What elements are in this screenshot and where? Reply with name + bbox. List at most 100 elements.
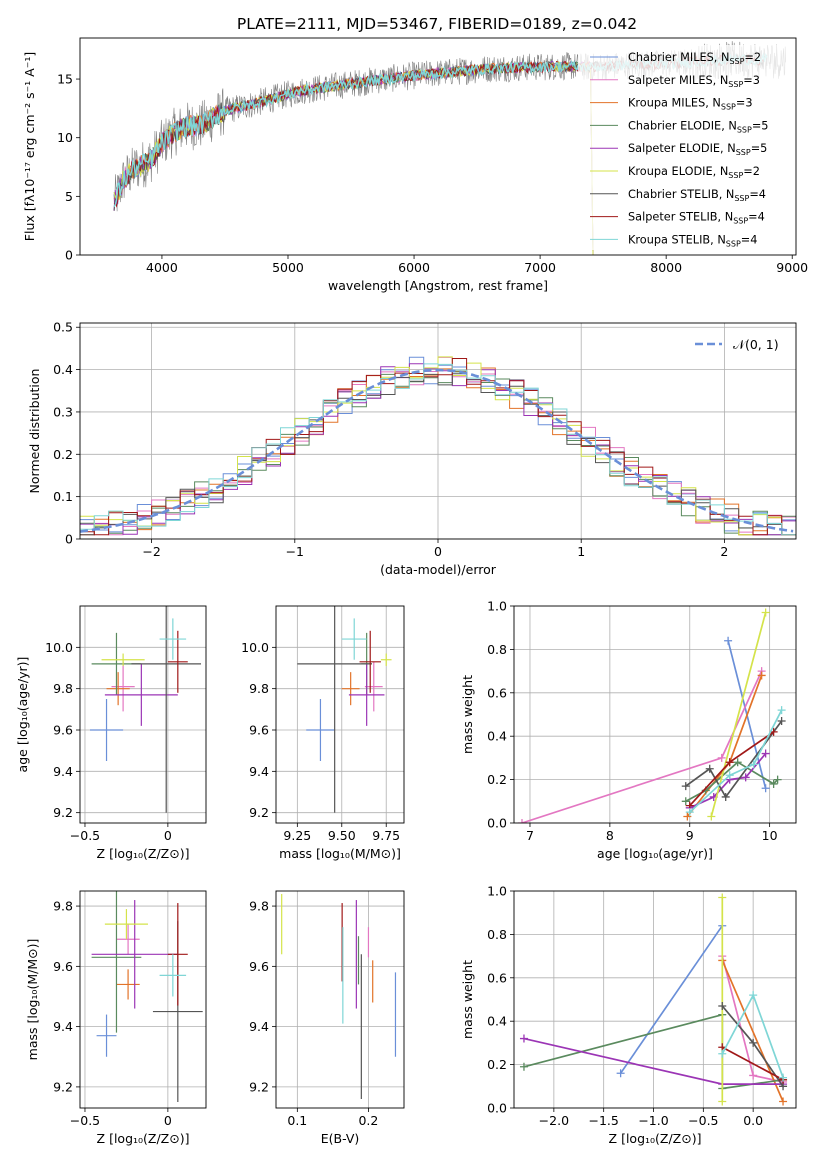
point-kroupa-miles [116, 969, 140, 1000]
series-marker [681, 782, 690, 791]
series-marker [519, 1034, 528, 1043]
y-tick-label: 10 [57, 130, 73, 145]
point-kroupa-stelib [341, 618, 367, 660]
panel-mass-weight-vs-z: −2.0 −1.5 −1.0 −0.5 0.0 0.0 0.2 0.4 0.6 0.8 1.0 Z [… [460, 884, 797, 1146]
y-tick-label: 0.4 [487, 1014, 507, 1029]
plot-area [80, 891, 206, 1108]
series-salpeter-miles [517, 667, 766, 823]
series-marker [733, 758, 742, 767]
x-tick-label: −2.0 [539, 1113, 569, 1128]
point-kroupa-stelib [159, 954, 187, 997]
x-tick-label: 9.50 [328, 828, 356, 843]
series-marker [707, 812, 716, 821]
series-marker [616, 1069, 625, 1078]
y-tick-label: 9.8 [249, 899, 269, 914]
legend-entry-chabrier-elodie: Chabrier ELODIE, NSSP=5 [628, 119, 768, 134]
y-tick-label: 9.4 [53, 764, 73, 779]
axes-frame [79, 322, 797, 540]
series-salpeter-stelib [685, 727, 778, 810]
y-tick-label: 0 [65, 532, 73, 547]
panel-spectrum: 4000 5000 6000 7000 8000 9000 0 5 10 15 wavelength… [22, 37, 808, 293]
y-tick-label: 0.4 [53, 362, 73, 377]
y-tick-label: 0.0 [487, 816, 507, 831]
y-tick-label: 9.6 [249, 959, 269, 974]
y-tick-label: 9.4 [249, 764, 269, 779]
plot-area [276, 891, 404, 1108]
x-tick-label: 9.75 [372, 828, 400, 843]
x-tick-label: −1.0 [638, 1113, 668, 1128]
point-kroupa-elodie [104, 909, 148, 940]
y-axis-label: Normed distribution [27, 369, 42, 494]
y-tick-label: 9.2 [53, 1079, 73, 1094]
spectrum-legend: Chabrier MILES, NSSP=2 Salpeter MILES, NS… [578, 45, 792, 250]
panel-age-vs-z: −0.5 0 9.2 9.4 9.6 9.8 10.0 Z [log₁₀(Z/Z⊙)] age … [15, 605, 207, 861]
axes-frame [275, 605, 405, 824]
series-marker [724, 636, 733, 645]
point-salpeter-elodie [91, 900, 178, 1009]
series-line [710, 612, 767, 817]
series-marker [718, 893, 727, 902]
x-tick-label: −2 [142, 544, 160, 559]
x-axis-label: E(B-V) [321, 1131, 360, 1146]
x-tick-label: 8 [606, 828, 614, 843]
legend-box [578, 45, 792, 250]
plot-area [80, 606, 206, 823]
histogram-kroupa-elodie [80, 356, 796, 536]
series-marker [681, 797, 690, 806]
y-axis-label: mass weight [460, 675, 475, 754]
series-marker [757, 671, 766, 680]
series-marker [517, 819, 526, 823]
y-tick-label: 10.0 [241, 640, 269, 655]
series-marker [773, 775, 782, 784]
x-tick-label: 9.25 [283, 828, 311, 843]
y-tick-label: 9.4 [249, 1019, 269, 1034]
series-marker [683, 812, 692, 821]
model-salpeter-elodie [113, 60, 594, 255]
y-tick-label: 0 [65, 248, 73, 263]
y-tick-label: 0.2 [487, 1057, 507, 1072]
model-kroupa-miles [113, 60, 594, 255]
series-kroupa-stelib [685, 706, 786, 817]
point-kroupa-elodie [101, 653, 145, 666]
panel-mass-vs-z: −0.5 0 9.2 9.4 9.6 9.8 Z [log₁₀(Z/Z⊙)] mass [lo… [25, 890, 207, 1146]
x-tick-label: 1 [577, 544, 585, 559]
axes-frame [513, 605, 797, 824]
series-marker [685, 808, 694, 817]
y-tick-label: 1.0 [487, 884, 507, 899]
series-marker [718, 1097, 727, 1106]
y-tick-label: 0.0 [487, 1101, 507, 1116]
point-chabrier-stelib [131, 606, 202, 813]
y-tick-label: 0.2 [53, 447, 73, 462]
model-kroupa-elodie [113, 61, 594, 255]
y-tick-label: 9.8 [249, 681, 269, 696]
x-tick-label: 10 [762, 828, 778, 843]
y-tick-label: 0.4 [487, 729, 507, 744]
series-chabrier-elodie [681, 758, 782, 806]
x-tick-label: −1 [286, 544, 304, 559]
x-tick-label: 0 [434, 544, 442, 559]
y-tick-label: 0.5 [53, 320, 73, 335]
point-chabrier-stelib [297, 606, 372, 813]
y-tick-label: 0.1 [53, 489, 73, 504]
y-tick-label: 15 [57, 72, 73, 87]
point-salpeter-elodie [348, 663, 385, 726]
model-chabrier-miles [113, 60, 594, 255]
plot-area [80, 323, 796, 539]
x-axis-label: Z [log₁₀(Z/Z⊙)] [97, 1131, 190, 1146]
point-chabrier-miles [89, 699, 124, 761]
point-chabrier-miles [96, 1014, 117, 1057]
legend-entry-chabrier-miles: Chabrier MILES, NSSP=2 [628, 51, 761, 66]
y-tick-label: 9.2 [53, 805, 73, 820]
x-tick-label: −0.5 [688, 1113, 718, 1128]
y-tick-label: 0.3 [53, 404, 73, 419]
legend-entry-salpeter-stelib: Salpeter STELIB, NSSP=4 [628, 211, 765, 226]
y-tick-label: 9.2 [249, 1079, 269, 1094]
series-marker [717, 753, 726, 762]
series-kroupa-elodie [707, 608, 770, 821]
series-marker [721, 792, 730, 801]
point-chabrier-elodie [91, 891, 142, 1033]
y-axis-label: mass weight [460, 960, 475, 1039]
panel-residual-histogram: −2 −1 0 1 2 0 0.1 0.2 0.3 0.4 0.5 (data-model)/erro… [27, 320, 797, 577]
y-tick-label: 9.8 [53, 899, 73, 914]
